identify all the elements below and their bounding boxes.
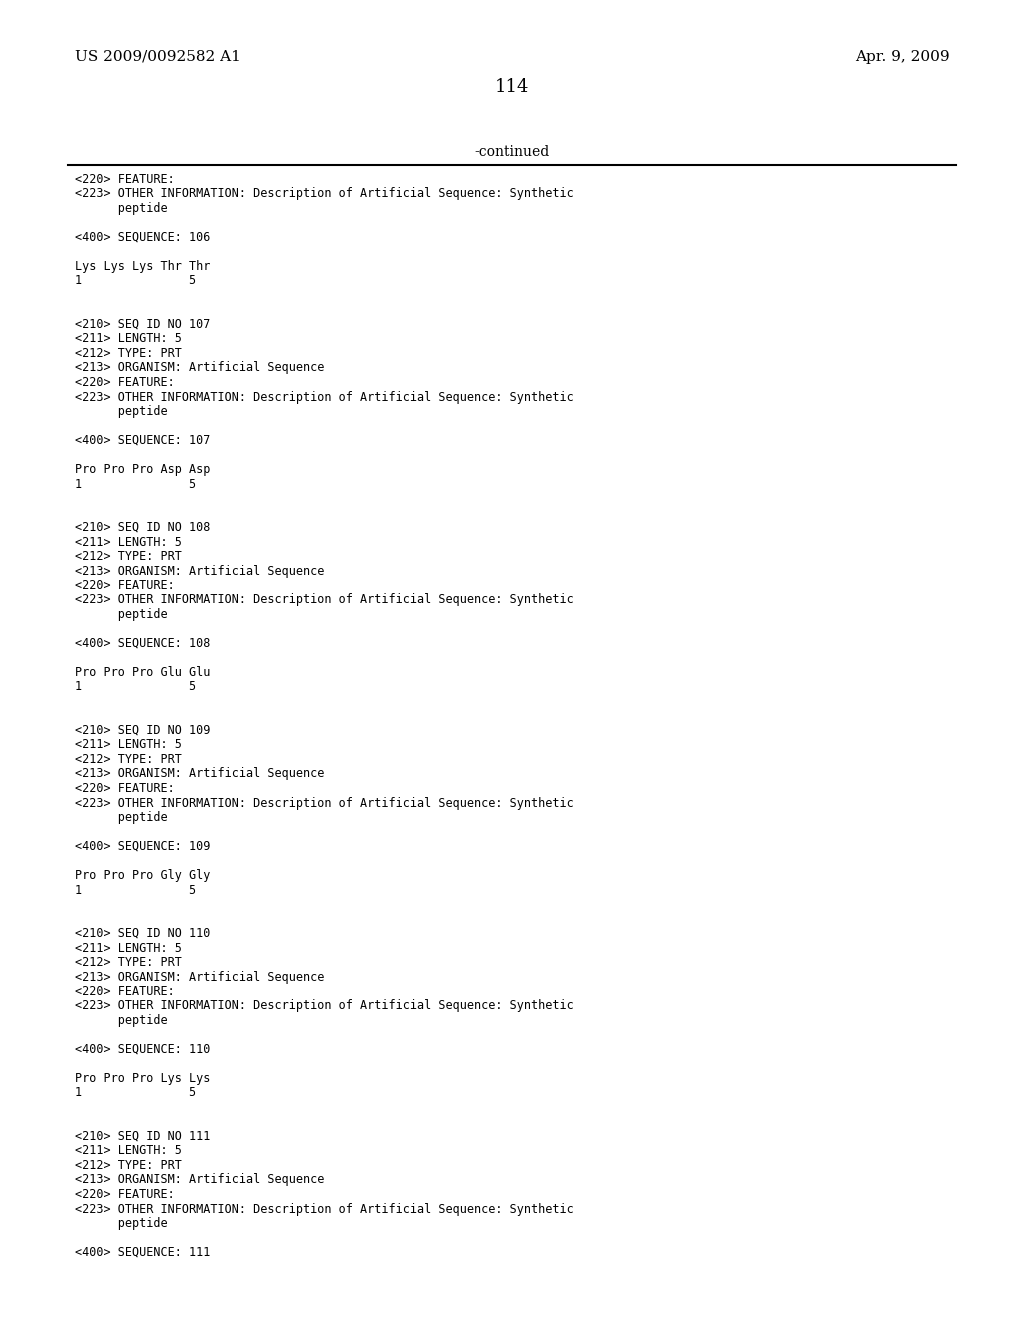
Text: <400> SEQUENCE: 109: <400> SEQUENCE: 109 [75, 840, 210, 853]
Text: 1               5: 1 5 [75, 1086, 197, 1100]
Text: <213> ORGANISM: Artificial Sequence: <213> ORGANISM: Artificial Sequence [75, 970, 325, 983]
Text: <400> SEQUENCE: 107: <400> SEQUENCE: 107 [75, 434, 210, 447]
Text: <213> ORGANISM: Artificial Sequence: <213> ORGANISM: Artificial Sequence [75, 1173, 325, 1187]
Text: peptide: peptide [75, 609, 168, 620]
Text: Pro Pro Pro Glu Glu: Pro Pro Pro Glu Glu [75, 667, 210, 678]
Text: <211> LENGTH: 5: <211> LENGTH: 5 [75, 738, 182, 751]
Text: <220> FEATURE:: <220> FEATURE: [75, 985, 175, 998]
Text: <212> TYPE: PRT: <212> TYPE: PRT [75, 1159, 182, 1172]
Text: <400> SEQUENCE: 111: <400> SEQUENCE: 111 [75, 1246, 210, 1259]
Text: <212> TYPE: PRT: <212> TYPE: PRT [75, 347, 182, 360]
Text: <400> SEQUENCE: 108: <400> SEQUENCE: 108 [75, 638, 210, 649]
Text: <212> TYPE: PRT: <212> TYPE: PRT [75, 752, 182, 766]
Text: <213> ORGANISM: Artificial Sequence: <213> ORGANISM: Artificial Sequence [75, 767, 325, 780]
Text: <220> FEATURE:: <220> FEATURE: [75, 579, 175, 591]
Text: peptide: peptide [75, 405, 168, 418]
Text: Pro Pro Pro Gly Gly: Pro Pro Pro Gly Gly [75, 869, 210, 882]
Text: 1               5: 1 5 [75, 883, 197, 896]
Text: <220> FEATURE:: <220> FEATURE: [75, 1188, 175, 1201]
Text: <223> OTHER INFORMATION: Description of Artificial Sequence: Synthetic: <223> OTHER INFORMATION: Description of … [75, 594, 573, 606]
Text: <400> SEQUENCE: 110: <400> SEQUENCE: 110 [75, 1043, 210, 1056]
Text: <223> OTHER INFORMATION: Description of Artificial Sequence: Synthetic: <223> OTHER INFORMATION: Description of … [75, 187, 573, 201]
Text: Pro Pro Pro Lys Lys: Pro Pro Pro Lys Lys [75, 1072, 210, 1085]
Text: <223> OTHER INFORMATION: Description of Artificial Sequence: Synthetic: <223> OTHER INFORMATION: Description of … [75, 1203, 573, 1216]
Text: 1               5: 1 5 [75, 478, 197, 491]
Text: <400> SEQUENCE: 106: <400> SEQUENCE: 106 [75, 231, 210, 244]
Text: <213> ORGANISM: Artificial Sequence: <213> ORGANISM: Artificial Sequence [75, 362, 325, 375]
Text: US 2009/0092582 A1: US 2009/0092582 A1 [75, 50, 241, 63]
Text: <211> LENGTH: 5: <211> LENGTH: 5 [75, 1144, 182, 1158]
Text: 1               5: 1 5 [75, 681, 197, 693]
Text: Pro Pro Pro Asp Asp: Pro Pro Pro Asp Asp [75, 463, 210, 477]
Text: -continued: -continued [474, 145, 550, 158]
Text: peptide: peptide [75, 202, 168, 215]
Text: <223> OTHER INFORMATION: Description of Artificial Sequence: Synthetic: <223> OTHER INFORMATION: Description of … [75, 999, 573, 1012]
Text: <210> SEQ ID NO 111: <210> SEQ ID NO 111 [75, 1130, 210, 1143]
Text: <220> FEATURE:: <220> FEATURE: [75, 781, 175, 795]
Text: <211> LENGTH: 5: <211> LENGTH: 5 [75, 536, 182, 549]
Text: <212> TYPE: PRT: <212> TYPE: PRT [75, 550, 182, 564]
Text: <210> SEQ ID NO 107: <210> SEQ ID NO 107 [75, 318, 210, 331]
Text: <220> FEATURE:: <220> FEATURE: [75, 173, 175, 186]
Text: 1               5: 1 5 [75, 275, 197, 288]
Text: <211> LENGTH: 5: <211> LENGTH: 5 [75, 333, 182, 346]
Text: <213> ORGANISM: Artificial Sequence: <213> ORGANISM: Artificial Sequence [75, 565, 325, 578]
Text: <211> LENGTH: 5: <211> LENGTH: 5 [75, 941, 182, 954]
Text: <212> TYPE: PRT: <212> TYPE: PRT [75, 956, 182, 969]
Text: <220> FEATURE:: <220> FEATURE: [75, 376, 175, 389]
Text: <223> OTHER INFORMATION: Description of Artificial Sequence: Synthetic: <223> OTHER INFORMATION: Description of … [75, 796, 573, 809]
Text: Lys Lys Lys Thr Thr: Lys Lys Lys Thr Thr [75, 260, 210, 273]
Text: <210> SEQ ID NO 110: <210> SEQ ID NO 110 [75, 927, 210, 940]
Text: <223> OTHER INFORMATION: Description of Artificial Sequence: Synthetic: <223> OTHER INFORMATION: Description of … [75, 391, 573, 404]
Text: <210> SEQ ID NO 109: <210> SEQ ID NO 109 [75, 723, 210, 737]
Text: Apr. 9, 2009: Apr. 9, 2009 [855, 50, 950, 63]
Text: peptide: peptide [75, 810, 168, 824]
Text: peptide: peptide [75, 1217, 168, 1230]
Text: <210> SEQ ID NO 108: <210> SEQ ID NO 108 [75, 521, 210, 535]
Text: 114: 114 [495, 78, 529, 96]
Text: peptide: peptide [75, 1014, 168, 1027]
